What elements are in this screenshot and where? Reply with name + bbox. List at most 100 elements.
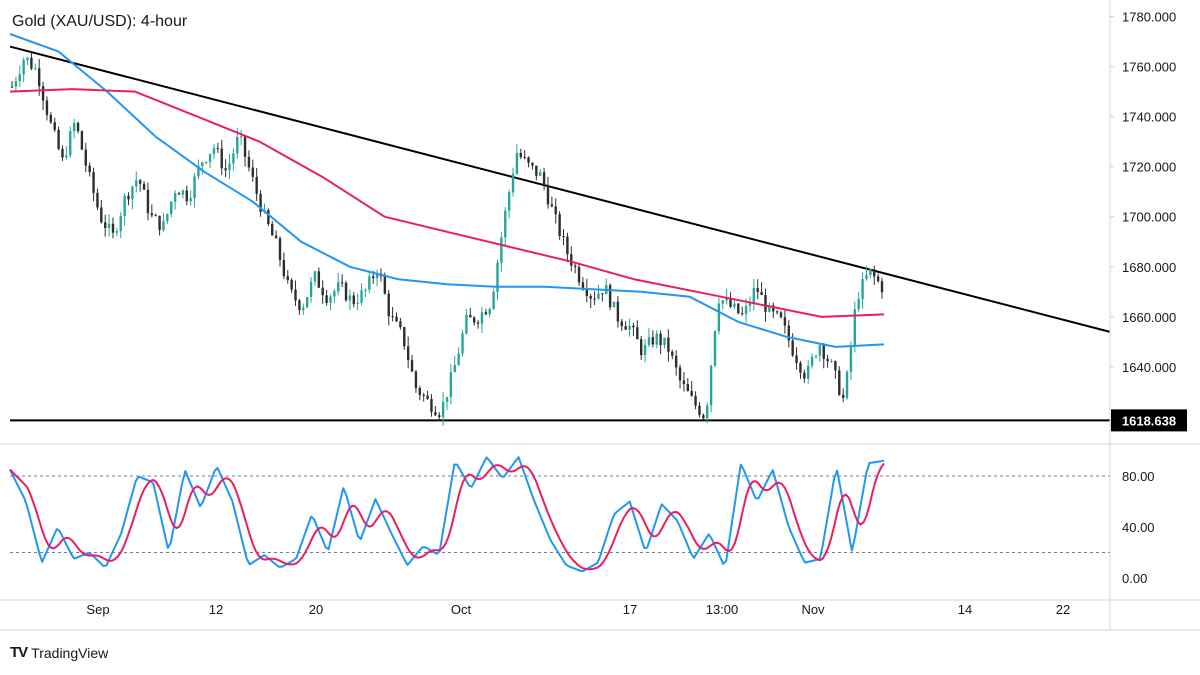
candle-body: [135, 180, 138, 187]
candle-body: [787, 325, 790, 341]
candle-body: [201, 162, 204, 166]
price-tick-label: 1740.000: [1122, 110, 1176, 125]
candle-body: [507, 192, 511, 211]
candle-body: [841, 394, 845, 398]
candle-body: [624, 326, 627, 330]
candle-body: [49, 114, 53, 123]
candle-body: [480, 312, 484, 324]
candle-body: [80, 131, 84, 150]
candle-body: [72, 122, 76, 132]
price-tick-label: 1760.000: [1122, 60, 1176, 75]
price-pane[interactable]: [9, 33, 1111, 426]
candle-body: [573, 265, 577, 268]
candle-body: [204, 161, 208, 163]
candle-body: [810, 357, 814, 366]
stochastic-pane[interactable]: [9, 456, 1110, 573]
candle-body: [488, 308, 491, 315]
candle-body: [469, 314, 472, 318]
candle-body: [457, 353, 460, 366]
candles: [10, 50, 884, 426]
candle-body: [57, 129, 60, 149]
candle-body: [539, 172, 542, 176]
candle-body: [309, 281, 313, 298]
price-tick-label: 1660.000: [1122, 310, 1176, 325]
candle-body: [251, 167, 255, 177]
price-tick-label: 1680.000: [1122, 260, 1176, 275]
candle-body: [694, 395, 697, 406]
candle-body: [232, 153, 235, 164]
candle-body: [845, 371, 849, 398]
candle-body: [535, 165, 538, 176]
candle-body: [290, 279, 293, 290]
candle-body: [873, 269, 876, 277]
stoch-k-line[interactable]: [9, 456, 885, 573]
candle-body: [181, 190, 185, 195]
candle-body: [166, 213, 169, 222]
candle-body: [830, 361, 833, 363]
descending-trendline[interactable]: [9, 45, 1111, 333]
candle-body: [558, 214, 561, 236]
candle-body: [795, 355, 798, 363]
sma-fast-line[interactable]: [9, 33, 885, 348]
candle-body: [550, 204, 554, 207]
candle-body: [197, 165, 200, 177]
support-price-label: 1618.638: [1122, 413, 1176, 428]
candle-body: [298, 300, 301, 310]
candle-body: [849, 345, 853, 372]
candle-body: [403, 327, 406, 347]
candle-body: [426, 395, 429, 399]
stoch-tick-label: 0.00: [1122, 571, 1147, 586]
candle-body: [247, 156, 251, 168]
candle-body: [476, 322, 480, 324]
candle-body: [612, 301, 616, 308]
candle-body: [26, 57, 29, 61]
candle-body: [368, 276, 371, 290]
candle-body: [364, 289, 367, 291]
candle-body: [834, 361, 837, 371]
candle-body: [585, 288, 589, 297]
candle-body: [542, 172, 546, 185]
candle-body: [449, 372, 453, 397]
candle-body: [375, 273, 379, 279]
candle-body: [853, 309, 857, 346]
candle-body: [445, 396, 449, 402]
sma-slow-line[interactable]: [9, 88, 885, 318]
candle-body: [597, 293, 600, 299]
candle-body: [465, 314, 468, 334]
candle-body: [764, 295, 767, 312]
candle-body: [674, 355, 678, 368]
candle-body: [651, 337, 655, 345]
candle-body: [799, 362, 802, 373]
candle-body: [243, 136, 247, 157]
candle-body: [434, 412, 437, 416]
candle-body: [146, 189, 150, 214]
candle-body: [682, 380, 686, 384]
candle-body: [154, 215, 157, 217]
candle-body: [352, 295, 355, 305]
candle-body: [387, 293, 390, 317]
candle-body: [737, 303, 740, 314]
stoch-d-line[interactable]: [9, 462, 885, 571]
candle-body: [740, 313, 744, 315]
candle-body: [725, 298, 728, 301]
candle-body: [340, 282, 344, 284]
candle-body: [430, 398, 433, 413]
candle-body: [733, 303, 736, 307]
candle-body: [22, 60, 25, 75]
candle-body: [593, 298, 596, 300]
candle-body: [224, 168, 227, 171]
candle-body: [865, 274, 868, 279]
candle-body: [562, 235, 565, 237]
candle-body: [826, 358, 829, 362]
candle-body: [515, 152, 519, 174]
candle-body: [170, 201, 173, 214]
candle-body: [267, 210, 270, 225]
candle-body: [360, 290, 363, 303]
candle-body: [748, 303, 752, 306]
candle-body: [162, 221, 165, 231]
candle-body: [317, 271, 321, 288]
candle-body: [492, 291, 495, 309]
candle-body: [69, 131, 72, 156]
candle-body: [173, 193, 177, 202]
